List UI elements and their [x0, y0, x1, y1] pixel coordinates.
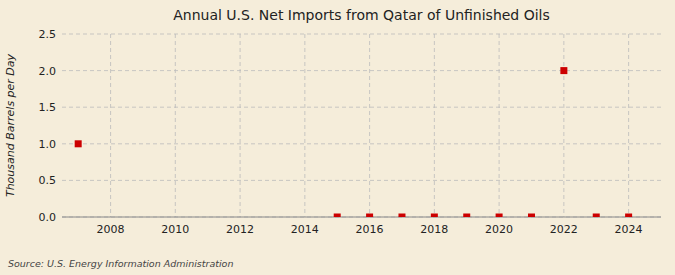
- grid-line-x: [628, 34, 629, 217]
- point: [496, 214, 503, 218]
- y-tick-label: 2.5: [39, 28, 57, 41]
- x-axis-line: [62, 217, 661, 218]
- point: [431, 214, 438, 218]
- grid-line-x: [175, 34, 176, 217]
- point: [398, 214, 405, 218]
- grid-line-y: [62, 107, 661, 108]
- background: [0, 0, 675, 275]
- grid-line-x: [240, 34, 241, 217]
- y-tick-label: 0.0: [39, 211, 57, 224]
- point: [463, 214, 470, 218]
- grid-line-x: [434, 34, 435, 217]
- chart: Annual U.S. Net Imports from Qatar of Un…: [0, 0, 675, 275]
- x-tick-label: 2016: [356, 223, 384, 236]
- point: [625, 214, 632, 218]
- y-axis-label: Thousand Barrels per Day: [4, 53, 17, 197]
- point: [560, 67, 567, 74]
- data-points: [75, 67, 632, 217]
- y-tick-label: 1.5: [39, 101, 57, 114]
- y-tick-label: 0.5: [39, 174, 57, 187]
- y-tick-label: 2.0: [39, 65, 57, 78]
- grid-line-x: [499, 34, 500, 217]
- source-note: Source: U.S. Energy Information Administ…: [8, 258, 233, 269]
- grid-line-x: [369, 34, 370, 217]
- title: Annual U.S. Net Imports from Qatar of Un…: [173, 7, 550, 23]
- grid-line-x: [563, 34, 564, 217]
- point: [528, 214, 535, 218]
- x-tick-label: 2024: [615, 223, 643, 236]
- point: [75, 140, 82, 147]
- x-tick-label: 2008: [97, 223, 125, 236]
- x-tick-label: 2020: [485, 223, 513, 236]
- x-tick-label: 2012: [226, 223, 254, 236]
- grid-line-x: [110, 34, 111, 217]
- grid-line-y: [62, 70, 661, 71]
- point: [366, 214, 373, 218]
- x-tick-label: 2014: [291, 223, 319, 236]
- x-tick-label: 2010: [161, 223, 189, 236]
- grid-line-y: [62, 180, 661, 181]
- grid-line-y: [62, 34, 661, 35]
- point: [334, 214, 341, 218]
- grid-line-y: [62, 143, 661, 144]
- point: [593, 214, 600, 218]
- grid-line-x: [304, 34, 305, 217]
- grid-line-y: [62, 217, 661, 218]
- x-tick-label: 2022: [550, 223, 578, 236]
- grid: [62, 34, 661, 217]
- x-tick-label: 2018: [420, 223, 448, 236]
- y-tick-label: 1.0: [39, 138, 57, 151]
